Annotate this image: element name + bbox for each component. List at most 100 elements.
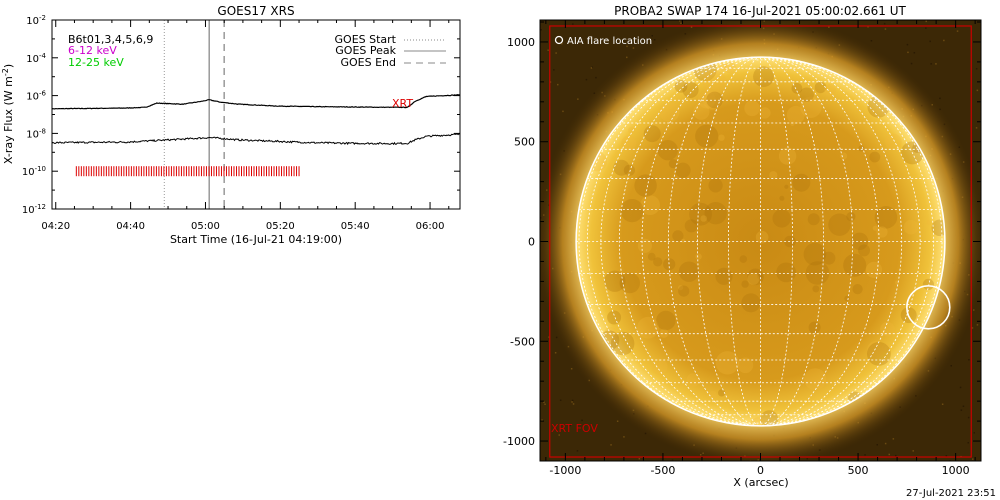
swap-image: [540, 20, 981, 461]
aia-legend-label: AIA flare location: [567, 36, 652, 47]
disk-texture-spot: [695, 253, 702, 260]
disk-texture-spot: [869, 151, 881, 163]
left-chart-title: GOES17 XRS: [217, 4, 294, 18]
disk-texture-spot: [637, 238, 653, 253]
disk-texture-spot: [708, 390, 717, 400]
legend-12-25kev-label: 12-25 keV: [68, 56, 124, 69]
disk-texture-spot: [776, 262, 796, 283]
goes-lower-channel-series: [51, 132, 461, 146]
disk-texture-spot: [852, 284, 863, 295]
right-x-tick-label: -1000: [549, 464, 581, 477]
disk-texture-spot: [885, 133, 902, 151]
disk-texture-spot: [881, 343, 890, 353]
disk-texture-spot: [800, 96, 822, 119]
background-speckle: [907, 51, 909, 54]
disk-texture-spot: [637, 316, 659, 339]
disk-texture-spot: [621, 135, 637, 151]
background-speckle: [585, 78, 588, 81]
disk-texture-spot: [840, 152, 848, 160]
disk-texture-spot: [803, 242, 827, 266]
background-speckle: [913, 52, 916, 54]
solar-limb-outline: [575, 56, 946, 427]
background-speckle: [632, 47, 635, 49]
background-speckle: [572, 403, 575, 405]
disk-texture-spot: [759, 77, 764, 82]
grid-longitude-line: [760, 56, 854, 427]
disk-texture-spot: [628, 126, 635, 134]
disk-texture-spot: [858, 145, 865, 152]
disk-texture-spot: [643, 125, 661, 143]
left-x-axis-label: Start Time (16-Jul-21 04:19:00): [170, 233, 342, 246]
right-x-tick-label: 1000: [942, 464, 970, 477]
left-y-tick-label: 10-10: [22, 165, 46, 178]
background-speckle: [967, 416, 970, 419]
disk-texture-spot: [620, 199, 644, 223]
grid-longitude-line: [760, 56, 793, 427]
aia-legend-symbol: [554, 35, 564, 45]
disk-texture-spot: [737, 357, 754, 374]
disk-texture-spot: [607, 310, 622, 325]
background-speckle: [626, 45, 628, 48]
right-y-tick-label: 1000: [507, 36, 535, 49]
background-speckle: [610, 444, 612, 446]
background-speckle: [935, 63, 937, 65]
right-y-tick-label: -500: [510, 335, 535, 348]
disk-texture-spot: [799, 87, 814, 102]
right-y-tick-label: -1000: [503, 435, 535, 448]
background-speckle: [549, 81, 552, 83]
disk-texture-spot: [858, 244, 870, 257]
background-speckle: [967, 442, 969, 444]
background-speckle: [680, 22, 682, 24]
background-speckle: [638, 458, 641, 460]
disk-texture-spot: [623, 164, 636, 176]
background-speckle: [581, 419, 583, 422]
background-speckle: [876, 444, 878, 446]
background-speckle: [943, 39, 945, 42]
background-speckle: [591, 37, 593, 40]
disk-texture-spot: [619, 272, 640, 294]
disk-texture-spot: [769, 171, 778, 180]
background-speckle: [976, 89, 979, 92]
right-y-ticks: 1000 500 0 -500 -1000: [503, 21, 981, 448]
left-y-tick-label: 10-8: [26, 127, 46, 140]
disk-texture-spot: [805, 261, 830, 285]
background-speckle: [884, 442, 887, 445]
right-x-ticks: -1000 -500 0 500 1000: [545, 20, 976, 477]
left-y-ticks: 10-2 10-4 10-6 10-8 10-10 10-12: [22, 14, 460, 216]
background-speckle: [925, 20, 927, 23]
disk-texture-spot: [698, 91, 716, 109]
disk-texture-spot: [850, 232, 869, 250]
legend-goes-end-label: GOES End: [340, 56, 396, 69]
disk-texture-spot: [682, 81, 699, 98]
disk-texture-spot: [843, 253, 867, 277]
background-speckle: [945, 455, 948, 457]
background-speckle: [557, 83, 559, 86]
grid-longitude-line: [760, 56, 903, 427]
left-y-tick-label: 10-6: [26, 90, 46, 103]
disk-texture-spot: [779, 195, 785, 201]
grid-longitude-line: [760, 56, 824, 427]
disk-texture-spot: [753, 66, 774, 87]
disk-texture-spot: [792, 173, 811, 192]
background-speckle: [975, 127, 978, 129]
background-speckle: [968, 359, 970, 361]
right-x-axis-label: X (arcsec): [733, 476, 788, 489]
grid-longitude-line: [667, 56, 761, 427]
disk-texture-spot: [689, 202, 712, 226]
disk-texture-spot: [678, 285, 690, 297]
disk-texture-spot: [686, 373, 700, 387]
left-x-tick-label: 05:20: [266, 221, 295, 232]
goes-upper-channel-series: [51, 94, 461, 110]
background-speckle: [925, 27, 927, 29]
disk-texture-spot: [741, 293, 761, 313]
disk-texture-spot: [653, 257, 663, 267]
background-speckle: [558, 434, 560, 436]
disk-texture-spot: [657, 140, 678, 161]
left-legend-goes-markers: GOES Start GOES Peak GOES End: [335, 33, 446, 69]
background-speckle: [553, 69, 555, 71]
disk-texture-spot: [718, 62, 727, 71]
grid-longitude-line: [760, 56, 935, 427]
disk-texture-spot: [778, 147, 797, 165]
background-speckle: [577, 98, 579, 100]
